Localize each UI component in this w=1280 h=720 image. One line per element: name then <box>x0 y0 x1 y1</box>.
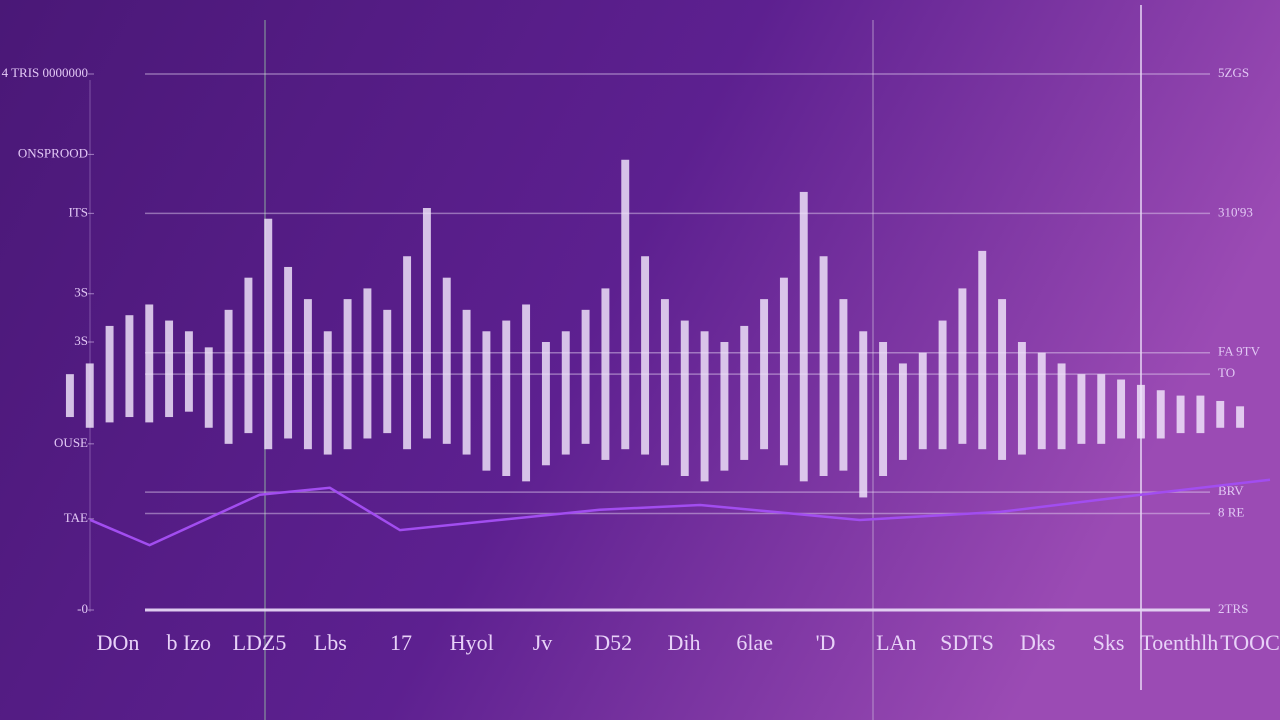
bar <box>1196 395 1205 434</box>
bar <box>1057 363 1066 450</box>
bar <box>601 288 610 460</box>
bar <box>422 208 431 439</box>
y-tick-label: 3S <box>74 333 88 348</box>
x-tick-label: Hyol <box>450 630 494 655</box>
x-tick-label: SDTS <box>940 630 994 655</box>
bar <box>145 304 154 423</box>
bar <box>819 256 828 476</box>
bar <box>561 331 570 455</box>
x-tick-label: b Izo <box>166 630 211 655</box>
bar <box>244 277 253 434</box>
x-tick-label: LDZ5 <box>233 630 287 655</box>
bar <box>105 325 114 423</box>
bar <box>522 304 531 482</box>
bar <box>978 250 987 450</box>
y2-tick-label: 2TRS <box>1218 601 1248 616</box>
bar <box>621 159 630 450</box>
bar <box>720 342 729 471</box>
bar <box>204 347 213 428</box>
bar <box>1236 406 1245 428</box>
bar <box>541 342 550 466</box>
bar <box>918 352 927 450</box>
bar <box>264 218 273 450</box>
bar <box>1136 384 1145 439</box>
bar <box>740 325 749 460</box>
line-series <box>89 478 1271 547</box>
bar <box>1216 400 1225 428</box>
bar <box>1176 395 1185 434</box>
bar <box>383 309 392 434</box>
bar <box>403 256 412 450</box>
bar <box>184 331 193 412</box>
x-tick-label: Dks <box>1020 630 1055 655</box>
x-tick-label: DOn <box>97 630 140 655</box>
y2-tick-label: TO <box>1218 365 1235 380</box>
bar <box>760 299 769 450</box>
bar <box>1117 379 1126 439</box>
bar <box>839 299 848 471</box>
bar <box>680 320 689 476</box>
bar <box>284 266 293 439</box>
bar <box>462 309 471 455</box>
bar <box>343 299 352 450</box>
y-tick-label: ONSPROOD <box>18 145 88 160</box>
bar <box>125 315 134 418</box>
bar <box>660 299 669 466</box>
bar <box>224 309 233 444</box>
bar <box>1017 342 1026 455</box>
y-tick-label: TAE <box>64 510 88 525</box>
bar <box>85 363 94 428</box>
bar <box>799 191 808 482</box>
x-tick-label: LAn <box>876 630 916 655</box>
bar <box>581 309 590 444</box>
bar <box>1037 352 1046 450</box>
x-tick-label: 6lae <box>736 630 773 655</box>
bar <box>323 331 332 455</box>
bar <box>779 277 788 466</box>
x-tick-label: D52 <box>594 630 632 655</box>
bar <box>442 277 451 444</box>
y2-tick-label: 310'93 <box>1218 204 1253 219</box>
bar <box>641 256 650 455</box>
bar <box>65 374 74 418</box>
y2-tick-label: 5ZGS <box>1218 65 1249 80</box>
y-tick-label: -0 <box>77 601 88 616</box>
bar <box>482 331 491 471</box>
x-tick-label: 17 <box>390 630 412 655</box>
bar <box>938 320 947 450</box>
bar <box>898 363 907 460</box>
bar <box>879 342 888 476</box>
y-tick-label: 4 TRIS 0000000 <box>2 65 88 80</box>
y2-tick-label: FA 9TV <box>1218 344 1261 359</box>
x-tick-label: Lbs <box>314 630 347 655</box>
bar <box>859 331 868 498</box>
x-tick-label: Dih <box>668 630 701 655</box>
x-tick-label: 'D <box>816 630 836 655</box>
bar <box>1077 374 1086 444</box>
x-tick-label: Toenthlh <box>1140 630 1218 655</box>
x-tick-label: Jv <box>533 630 553 655</box>
bar <box>958 288 967 444</box>
bar <box>700 331 709 482</box>
x-tick-label: TOOC <box>1220 630 1280 655</box>
bar <box>1156 390 1165 439</box>
x-tick-label: Sks <box>1093 630 1125 655</box>
bar <box>1097 374 1106 444</box>
y2-tick-label: 8 RE <box>1218 505 1244 520</box>
bar <box>303 299 312 450</box>
bar <box>502 320 511 476</box>
bar <box>165 320 174 418</box>
bar <box>363 288 372 439</box>
y-tick-label: ITS <box>69 204 89 219</box>
y2-tick-label: BRV <box>1218 483 1244 498</box>
y-tick-label: OUSE <box>54 435 88 450</box>
y-tick-label: 3S <box>74 285 88 300</box>
bar <box>998 299 1007 460</box>
